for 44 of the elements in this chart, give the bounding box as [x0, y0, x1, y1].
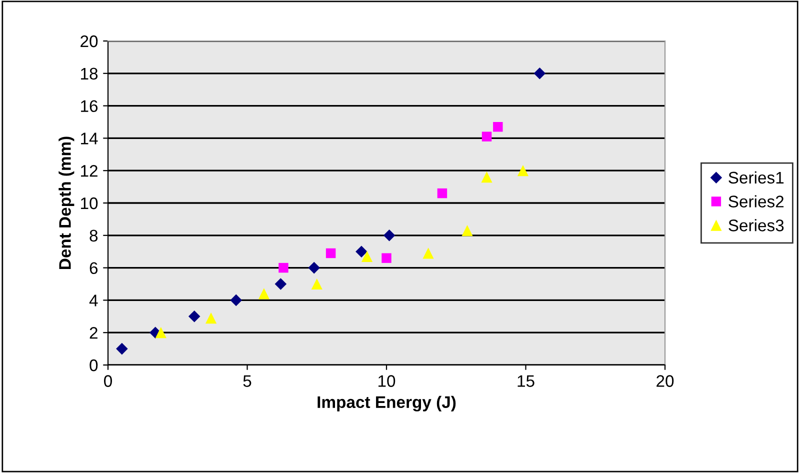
point	[493, 122, 503, 132]
y-tick-label: 14	[81, 132, 98, 144]
point	[274, 278, 287, 290]
y-tick-label: 16	[81, 100, 98, 112]
y-tick-label: 4	[89, 294, 98, 306]
point	[326, 248, 336, 258]
point	[278, 262, 288, 273]
point	[230, 294, 242, 306]
point	[155, 327, 166, 338]
y-tick-label: 6	[90, 262, 98, 274]
point	[382, 253, 392, 263]
x-tick-label: 0	[104, 375, 112, 387]
point	[356, 246, 368, 258]
y-tick-label: 10	[81, 197, 98, 210]
point	[517, 165, 529, 176]
y-tick-label: 8	[90, 230, 98, 242]
point	[437, 188, 448, 198]
point	[311, 278, 322, 290]
y-axis-title: Dent Depth (mm)	[58, 136, 74, 270]
x-tick-label: 15	[518, 375, 534, 387]
legend-label: Series2	[728, 195, 784, 208]
point	[205, 312, 217, 324]
x-axis-title: Impact Energy (J)	[318, 396, 456, 412]
x-tick-label: 10	[378, 375, 396, 387]
y-tick-label: 2	[90, 327, 98, 339]
point	[308, 262, 320, 274]
x-tick-label: 20	[656, 375, 674, 387]
point	[481, 172, 492, 183]
point	[383, 230, 396, 242]
point	[422, 248, 434, 259]
point	[482, 132, 492, 142]
y-tick-label: 12	[81, 165, 98, 177]
point	[462, 224, 473, 236]
point	[258, 288, 270, 300]
y-tick-label: 20	[80, 35, 98, 48]
point	[116, 342, 128, 355]
point	[361, 250, 373, 262]
point	[188, 310, 200, 322]
x-tick-label: 5	[243, 375, 252, 387]
legend-label: Series3	[728, 219, 784, 232]
point	[534, 68, 546, 80]
legend-label: Series1	[728, 171, 784, 184]
y-tick-label: 0	[90, 359, 98, 372]
y-tick-label: 18	[81, 68, 98, 80]
